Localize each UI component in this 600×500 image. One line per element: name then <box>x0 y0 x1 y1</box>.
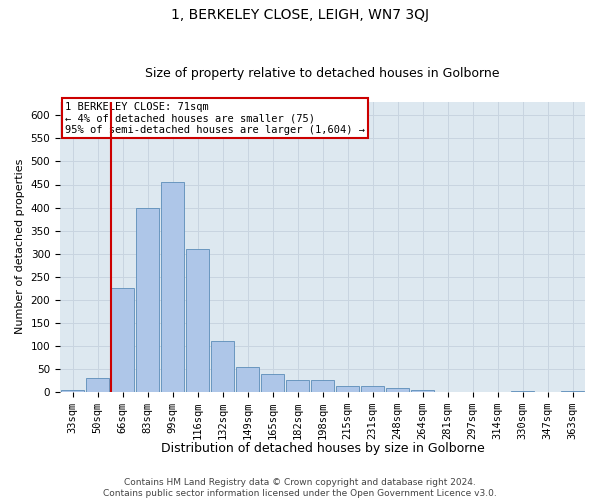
Bar <box>86 378 109 392</box>
Bar <box>61 390 84 392</box>
Bar <box>311 380 334 392</box>
Bar <box>161 182 184 392</box>
Bar <box>136 208 159 392</box>
Text: Contains HM Land Registry data © Crown copyright and database right 2024.
Contai: Contains HM Land Registry data © Crown c… <box>103 478 497 498</box>
Bar <box>111 288 134 392</box>
Y-axis label: Number of detached properties: Number of detached properties <box>15 159 25 334</box>
Text: 1, BERKELEY CLOSE, LEIGH, WN7 3QJ: 1, BERKELEY CLOSE, LEIGH, WN7 3QJ <box>171 8 429 22</box>
Bar <box>386 388 409 392</box>
Bar <box>361 386 384 392</box>
Bar <box>261 374 284 392</box>
Bar <box>336 386 359 392</box>
Bar <box>561 391 584 392</box>
Bar <box>236 366 259 392</box>
Bar <box>411 390 434 392</box>
X-axis label: Distribution of detached houses by size in Golborne: Distribution of detached houses by size … <box>161 442 484 455</box>
Bar <box>286 380 309 392</box>
Bar <box>211 342 234 392</box>
Text: 1 BERKELEY CLOSE: 71sqm
← 4% of detached houses are smaller (75)
95% of semi-det: 1 BERKELEY CLOSE: 71sqm ← 4% of detached… <box>65 102 365 134</box>
Title: Size of property relative to detached houses in Golborne: Size of property relative to detached ho… <box>145 66 500 80</box>
Bar <box>186 249 209 392</box>
Bar <box>511 391 534 392</box>
